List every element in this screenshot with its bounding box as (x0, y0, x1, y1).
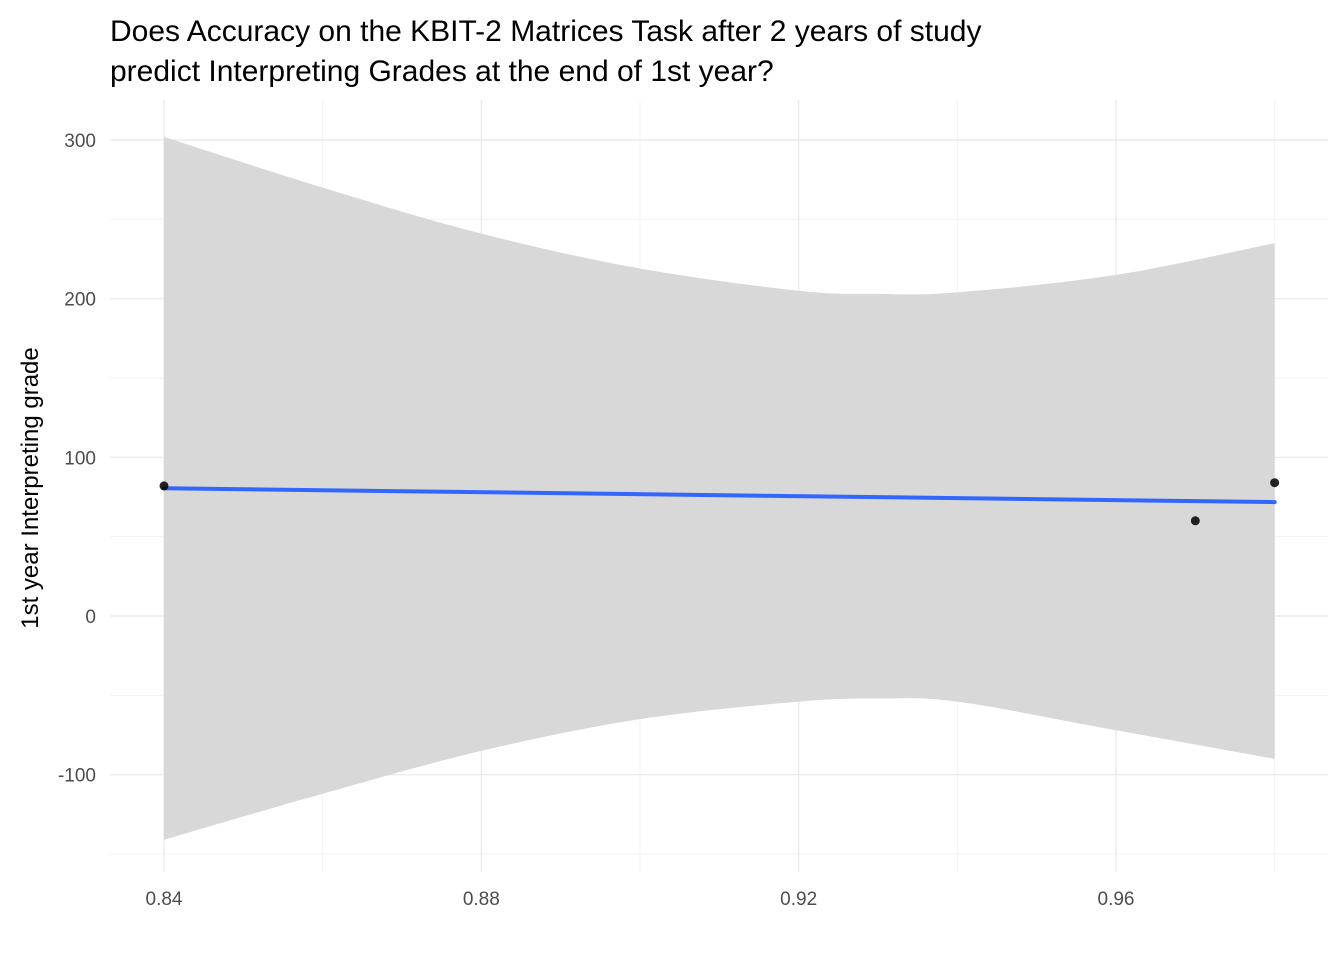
confidence-band (164, 136, 1275, 840)
data-point (159, 481, 169, 491)
x-tick-label: 0.92 (780, 889, 817, 910)
y-tick-label: 100 (64, 448, 96, 469)
data-point (1270, 478, 1280, 488)
chart-title-line-2: predict Interpreting Grades at the end o… (110, 55, 774, 88)
y-tick-label: 0 (85, 607, 96, 628)
regression-line (162, 486, 1277, 505)
y-tick-label: -100 (58, 766, 96, 787)
x-tick-label: 0.96 (1098, 889, 1135, 910)
chart-title-line-1: Does Accuracy on the KBIT-2 Matrices Tas… (110, 15, 982, 48)
y-tick-label: 300 (64, 131, 96, 152)
y-axis-title: 1st year Interpreting grade (17, 347, 44, 629)
confidence-band-layer (164, 136, 1275, 840)
x-tick-label: 0.84 (146, 889, 183, 910)
tick-label-layer: 0.84 0.88 0.92 0.96 -100 0 100 200 300 (58, 131, 1135, 910)
data-point (1190, 516, 1200, 526)
y-tick-label: 200 (64, 290, 96, 311)
fit-line-layer (162, 486, 1277, 505)
data-point-layer (159, 478, 1280, 526)
x-tick-label: 0.88 (463, 889, 500, 910)
